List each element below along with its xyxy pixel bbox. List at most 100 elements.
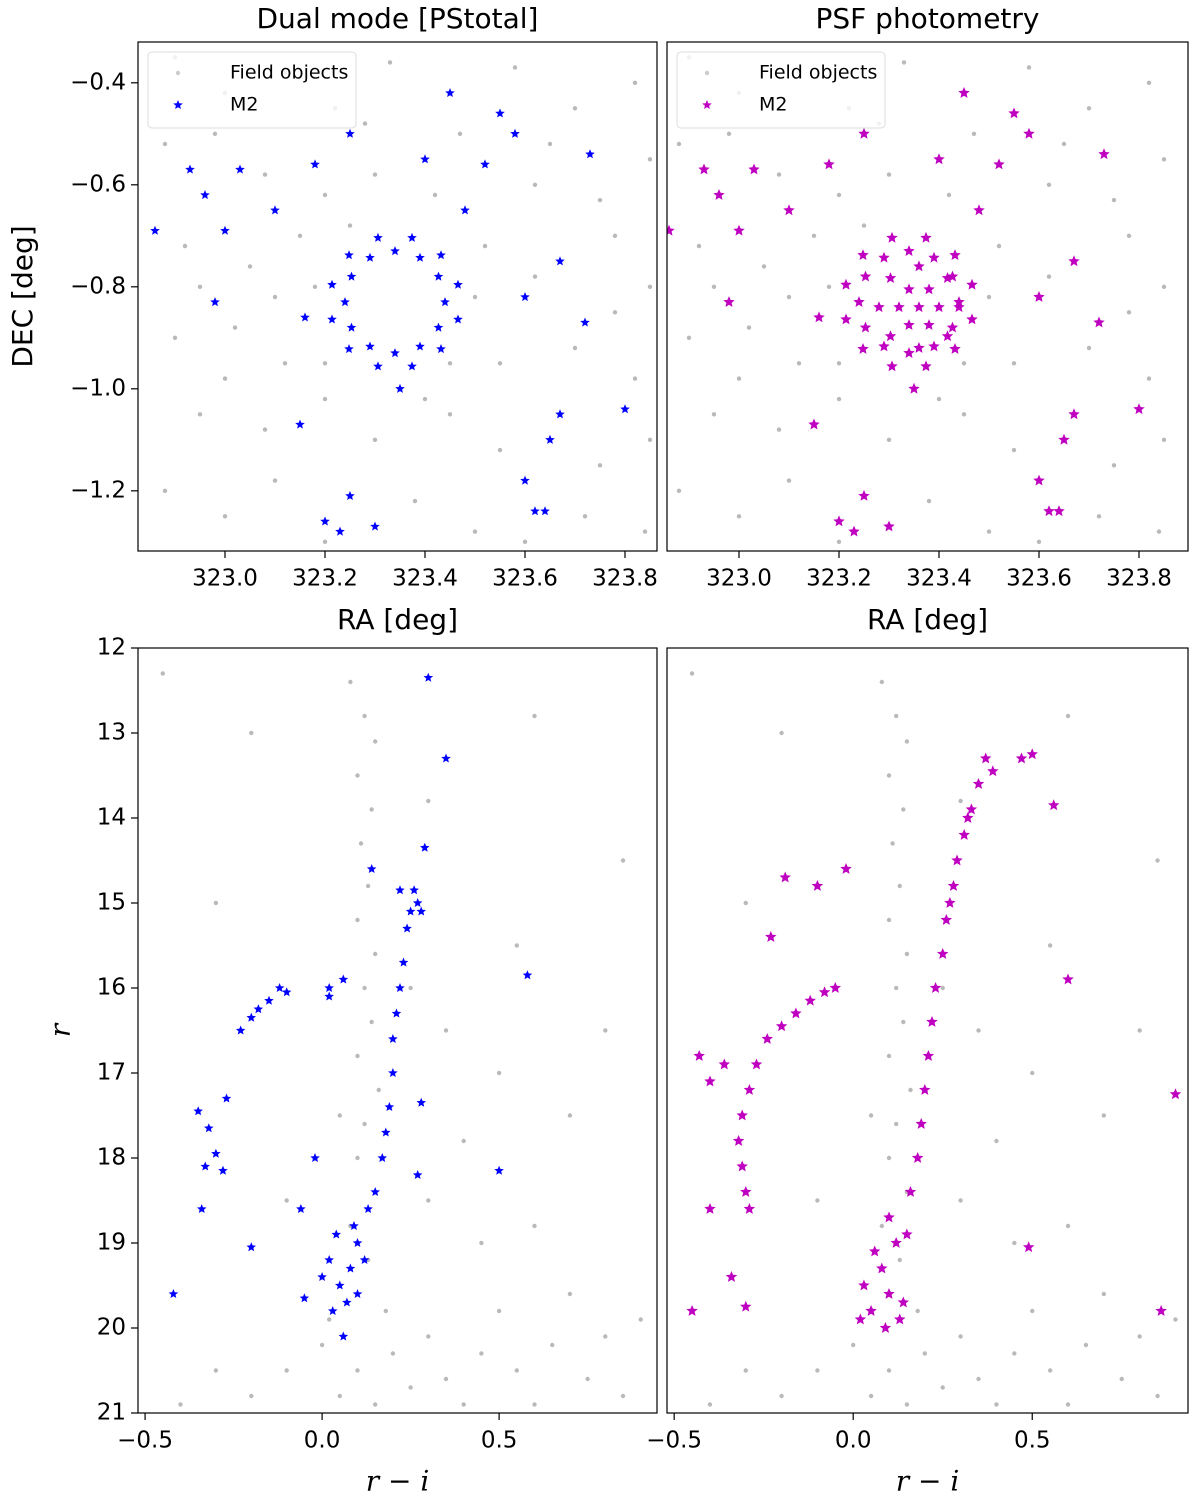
field-point xyxy=(811,233,817,239)
legend: Field objects M2 xyxy=(147,51,357,129)
field-point xyxy=(1126,233,1132,239)
y-tick-label: −0.6 xyxy=(70,171,126,197)
m2-star xyxy=(920,360,932,372)
m2-star xyxy=(370,521,380,531)
legend-label: M2 xyxy=(230,94,258,116)
x-tick-label: 323.8 xyxy=(1106,566,1172,592)
x-tick-label: −0.5 xyxy=(117,1428,173,1454)
field-point xyxy=(426,798,431,804)
field-point xyxy=(597,197,603,203)
field-point xyxy=(1173,1317,1178,1322)
m2-star xyxy=(436,250,446,260)
field-point xyxy=(372,1402,378,1407)
legend-label: Field objects xyxy=(759,62,877,84)
field-point xyxy=(696,243,702,249)
field-point xyxy=(365,883,371,889)
field-point xyxy=(532,1402,537,1407)
field-point xyxy=(358,841,364,846)
m2-star xyxy=(946,321,959,333)
m2-star xyxy=(736,1109,748,1121)
field-point xyxy=(836,192,842,198)
m2-star xyxy=(395,885,405,895)
m2-star xyxy=(883,1211,895,1223)
field-point xyxy=(1161,284,1167,290)
field-point xyxy=(676,488,682,494)
m2-star xyxy=(941,330,954,342)
field-point xyxy=(879,679,885,685)
m2-star xyxy=(953,301,965,313)
m2-star xyxy=(1043,505,1055,517)
m2-star xyxy=(346,271,357,281)
panel-title: Dual mode [PStotal] xyxy=(257,2,539,35)
field-point xyxy=(886,917,892,923)
field-point xyxy=(986,294,992,300)
field-point xyxy=(868,1113,874,1118)
m2-star xyxy=(395,383,405,393)
field-point xyxy=(743,1368,748,1373)
m2-star xyxy=(884,272,897,283)
field-point xyxy=(383,1308,389,1314)
m2-star xyxy=(398,957,409,967)
field-point xyxy=(642,529,648,534)
m2-star xyxy=(359,1255,370,1264)
m2-star xyxy=(366,864,377,873)
m2-star xyxy=(235,164,245,174)
legend-marker xyxy=(704,70,710,76)
m2-star xyxy=(150,225,160,235)
field-point xyxy=(620,1393,626,1399)
m2-star xyxy=(300,312,310,322)
field-point xyxy=(890,841,895,846)
y-tick-label: 18 xyxy=(97,1145,126,1171)
field-point xyxy=(904,951,910,957)
field-point xyxy=(1086,345,1092,351)
y-axis-label: r xyxy=(44,1022,77,1037)
field-point xyxy=(582,514,588,519)
m2-star xyxy=(530,506,540,516)
m2-star xyxy=(620,404,630,414)
field-point xyxy=(232,325,238,330)
m2-star xyxy=(973,204,985,216)
field-point xyxy=(915,1308,920,1314)
m2-star xyxy=(686,1305,698,1316)
field-point xyxy=(1046,182,1052,188)
field-point xyxy=(1137,1028,1142,1033)
field-point xyxy=(497,361,503,366)
x-tick-label: 323.6 xyxy=(1006,566,1072,592)
m2-star xyxy=(412,898,423,907)
field-point xyxy=(347,223,353,228)
m2-star xyxy=(335,526,345,536)
m2-star xyxy=(813,311,825,323)
m2-star xyxy=(949,343,961,354)
m2-star xyxy=(197,1204,207,1213)
field-point xyxy=(222,376,228,381)
m2-star xyxy=(886,231,898,243)
field-point xyxy=(1119,1376,1124,1382)
m2-star xyxy=(743,1084,756,1095)
m2-star xyxy=(328,1306,338,1315)
field-point xyxy=(961,361,967,366)
field-point xyxy=(886,1368,892,1373)
field-point xyxy=(922,1351,928,1356)
m2-star xyxy=(453,279,463,289)
field-point xyxy=(182,243,188,249)
field-point xyxy=(603,1334,608,1339)
field-point xyxy=(160,671,165,676)
m2-star xyxy=(858,1279,870,1291)
field-point xyxy=(337,1113,342,1118)
m2-star xyxy=(923,283,935,295)
y-tick-label: 21 xyxy=(97,1400,126,1426)
m2-star xyxy=(972,778,985,789)
m2-star xyxy=(940,914,952,925)
field-point xyxy=(901,1019,906,1025)
m2-star xyxy=(317,1272,327,1281)
m2-star xyxy=(958,87,970,98)
m2-star xyxy=(299,1293,310,1303)
x-tick-label: 323.2 xyxy=(292,566,358,592)
field-point xyxy=(958,1198,963,1203)
y-tick-label: 19 xyxy=(97,1230,126,1256)
field-point xyxy=(272,478,278,483)
m2-star xyxy=(923,319,935,330)
m2-star xyxy=(944,897,956,908)
m2-star xyxy=(423,672,434,682)
field-point xyxy=(1011,361,1017,366)
